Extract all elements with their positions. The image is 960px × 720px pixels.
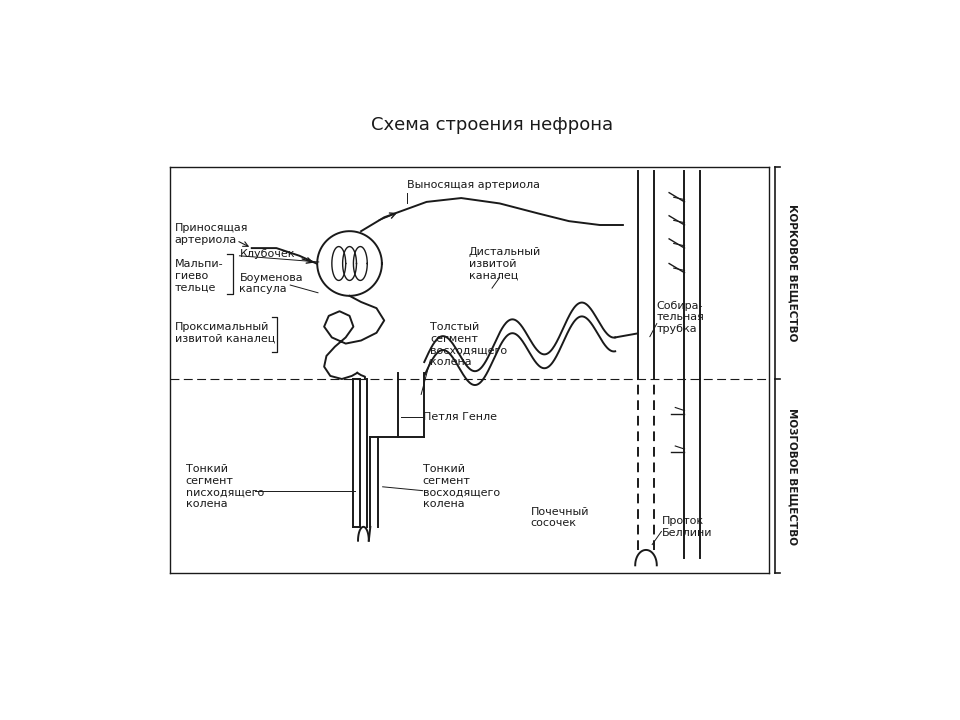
Text: Тонкий
сегмент
восходящего
колена: Тонкий сегмент восходящего колена — [422, 464, 500, 509]
Text: Проток
Беллини: Проток Беллини — [661, 516, 712, 538]
Text: Толстый
сегмент
восходящего
колена: Толстый сегмент восходящего колена — [430, 322, 508, 366]
Text: Собира-
тельная
трубка: Собира- тельная трубка — [657, 301, 705, 334]
Text: Приносящая
артериола: Приносящая артериола — [175, 223, 249, 245]
Text: Выносящая артериола: Выносящая артериола — [407, 180, 540, 190]
Text: Дистальный
извитой
каналец: Дистальный извитой каналец — [468, 247, 541, 280]
Text: КОРКОВОЕ ВЕЩЕСТВО: КОРКОВОЕ ВЕЩЕСТВО — [787, 204, 798, 342]
Text: Тонкий
сегмент
nисходящего
колена: Тонкий сегмент nисходящего колена — [185, 464, 264, 509]
Text: Почечный
сосочек: Почечный сосочек — [531, 507, 589, 528]
Text: Мальпи-
гиево
тельце: Мальпи- гиево тельце — [175, 259, 224, 292]
Text: Схема строения нефрона: Схема строения нефрона — [371, 116, 613, 134]
Text: Петля Генле: Петля Генле — [422, 413, 496, 423]
Text: Проксимальный
извитой каналец: Проксимальный извитой каналец — [175, 322, 275, 343]
Text: Клубочек: Клубочек — [239, 249, 295, 259]
Text: Боуменова
капсула: Боуменова капсула — [239, 273, 303, 294]
Text: МОЗГОВОЕ ВЕЩЕСТВО: МОЗГОВОЕ ВЕЩЕСТВО — [787, 408, 798, 544]
